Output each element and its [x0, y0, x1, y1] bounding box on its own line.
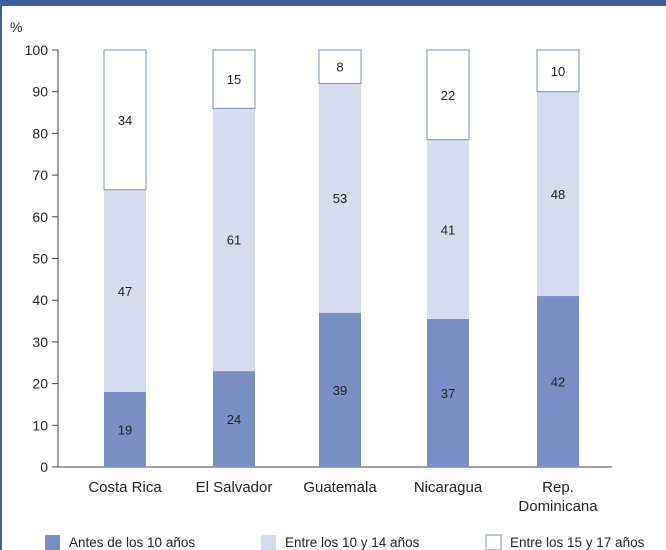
legend: Antes de los 10 años Entre los 10 y 14 añ… — [45, 534, 645, 550]
data-label: 42 — [551, 375, 565, 390]
legend-label: Entre los 10 y 14 años — [285, 535, 420, 550]
bar-segment — [103, 49, 147, 191]
legend-swatch — [261, 535, 276, 550]
bar-segment — [537, 91, 579, 297]
legend-swatch — [485, 534, 502, 550]
bar-segment — [427, 318, 469, 467]
bar-segment — [426, 49, 470, 141]
y-tick-label: 30 — [32, 334, 48, 350]
frame-left-border — [0, 0, 2, 550]
bar-segment — [536, 49, 580, 93]
category-label: Rep. — [542, 479, 574, 496]
bar-segment — [104, 391, 146, 467]
data-label: 8 — [336, 60, 343, 75]
category-label: Dominicana — [518, 498, 598, 515]
y-axis-unit-label: % — [10, 19, 22, 35]
bar-segment — [212, 49, 256, 109]
data-label: 39 — [333, 383, 347, 398]
data-label: 37 — [441, 386, 455, 401]
frame-top-border — [0, 0, 666, 6]
category-label: Costa Rica — [88, 479, 162, 496]
y-tick-label: 0 — [40, 459, 48, 475]
data-label: 53 — [333, 191, 347, 206]
bar-segment — [104, 189, 146, 392]
y-tick-label: 20 — [32, 376, 48, 392]
data-label: 19 — [118, 422, 132, 437]
data-label: 10 — [551, 64, 565, 79]
legend-label: Antes de los 10 años — [69, 535, 195, 550]
data-label: 24 — [227, 412, 241, 427]
data-label: 22 — [441, 88, 455, 103]
data-label: 15 — [227, 72, 241, 87]
bar-segment — [427, 139, 469, 319]
category-label: Guatemala — [303, 479, 377, 496]
y-tick-label: 70 — [32, 167, 48, 183]
y-tick-label: 60 — [32, 209, 48, 225]
bars: 19 47 34 24 61 15 39 53 8 37 41 22 42 48 10 — [103, 49, 580, 467]
y-tick-label: 40 — [32, 292, 48, 308]
data-label: 48 — [551, 187, 565, 202]
y-tick-label: 80 — [32, 125, 48, 141]
legend-swatch — [45, 535, 60, 550]
y-tick-label: 50 — [32, 251, 48, 267]
y-axis: 0 10 20 30 40 50 60 70 80 90 100 — [25, 42, 59, 475]
category-label: El Salvador — [196, 479, 273, 496]
bar-segment — [537, 296, 579, 467]
bar-segment — [319, 83, 361, 313]
y-tick-label: 90 — [32, 84, 48, 100]
data-label: 41 — [441, 222, 455, 237]
bar-segment — [319, 312, 361, 467]
bar-segment — [318, 49, 362, 84]
bar-segment — [213, 108, 255, 372]
data-label: 61 — [227, 233, 241, 248]
data-label: 47 — [118, 284, 132, 299]
bar-segment — [213, 371, 255, 467]
y-tick-label: 100 — [25, 42, 49, 58]
legend-label: Entre los 15 y 17 años — [510, 535, 645, 550]
x-axis: Costa Rica El Salvador Guatemala Nicaragua R… — [58, 466, 612, 515]
data-label: 34 — [118, 113, 132, 128]
y-tick-label: 10 — [32, 417, 48, 433]
category-label: Nicaragua — [414, 479, 483, 496]
